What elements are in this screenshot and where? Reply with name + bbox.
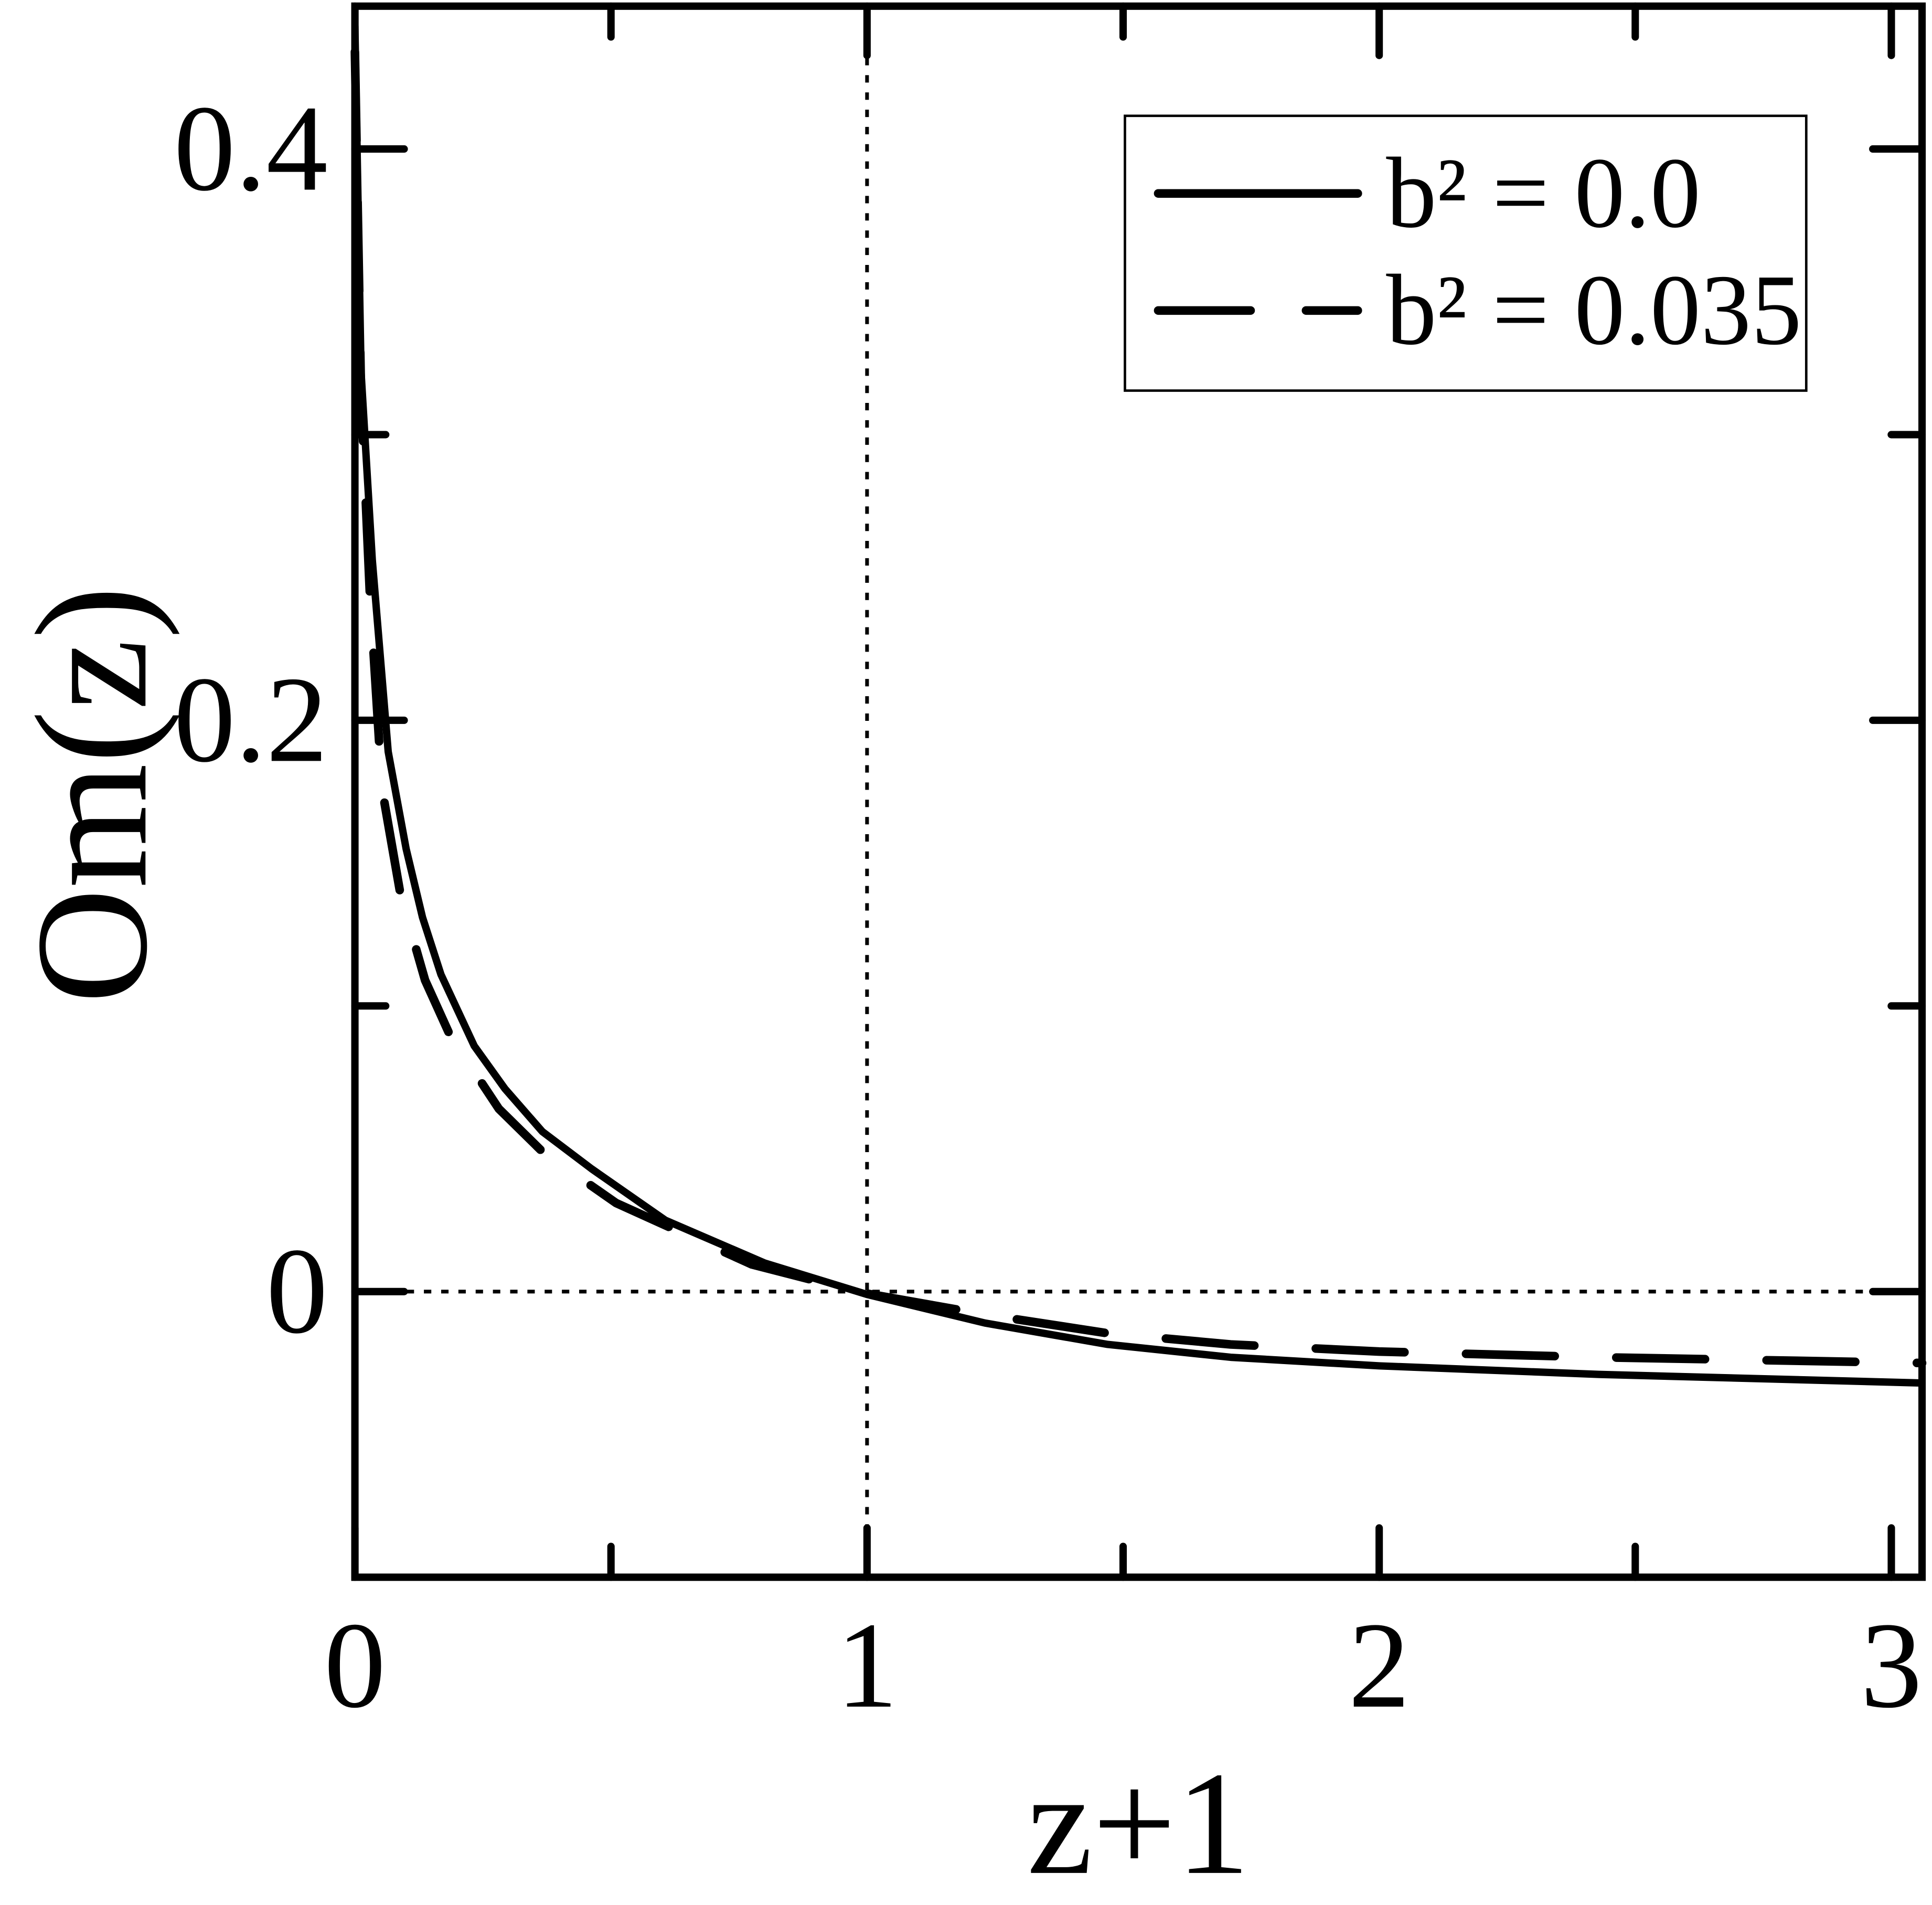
line-series	[351, 22, 1926, 1387]
y-tick-label: 0	[266, 1222, 327, 1359]
legend: b² = 0.0b² = 0.035	[1124, 114, 1808, 392]
x-tick-label: 0	[324, 1597, 386, 1733]
y-tick-label: 0.2	[174, 651, 328, 787]
line-series	[350, 47, 1927, 1368]
x-axis-label: z+1	[1027, 1741, 1250, 1905]
legend-label: b² = 0.0	[1386, 136, 1701, 249]
legend-box	[1124, 114, 1808, 392]
x-tick-label: 3	[1861, 1597, 1922, 1733]
y-tick-label: 0.4	[174, 80, 328, 216]
plot-frame	[351, 2, 1926, 1581]
y-axis-label: Om(z)	[3, 586, 180, 1004]
legend-label: b² = 0.035	[1386, 253, 1801, 366]
x-tick-label: 1	[836, 1597, 898, 1733]
x-tick-label: 2	[1348, 1597, 1410, 1733]
